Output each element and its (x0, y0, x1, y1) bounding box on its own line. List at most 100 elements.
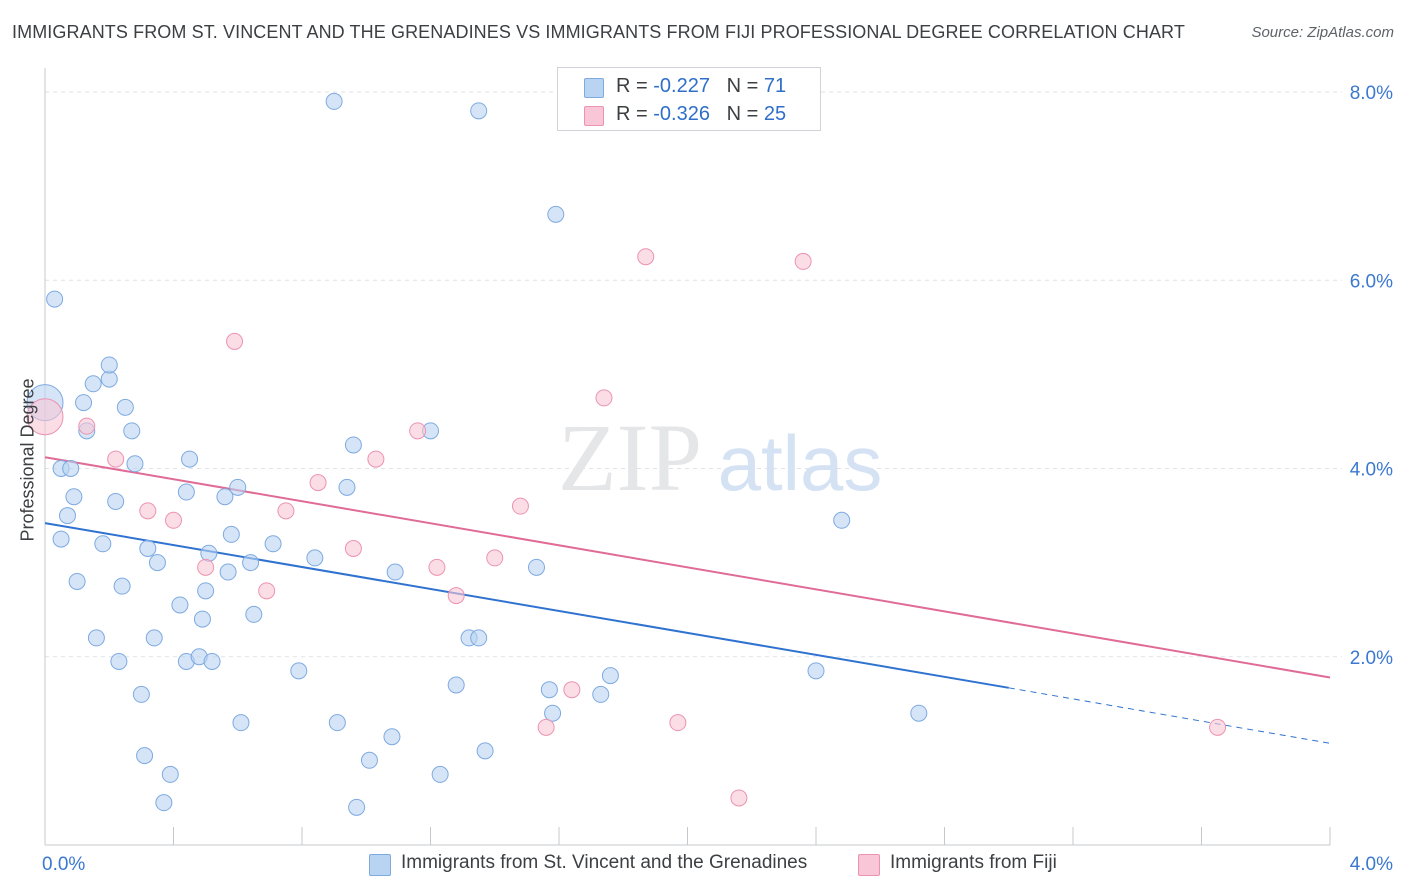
pink-point-9 (309, 474, 327, 492)
blue-point-50 (344, 436, 362, 454)
pink-point-21 (669, 714, 687, 732)
blue-point-3 (52, 530, 70, 548)
blue-point-1 (46, 290, 64, 308)
bottom-legend-label-blue: Immigrants from St. Vincent and the Gren… (401, 852, 808, 873)
pink-point-3 (139, 502, 157, 520)
pink-point-22 (730, 789, 748, 807)
bottom-legend-label-pink: Immigrants from Fiji (890, 852, 1057, 873)
legend-n-value: 25 (763, 103, 787, 125)
blue-point-14 (100, 356, 118, 374)
blue-point-27 (161, 765, 179, 783)
blue-point-49 (338, 478, 356, 496)
pink-point-6 (226, 332, 244, 350)
pink-point-20 (637, 248, 655, 266)
watermark-atlas: atlas (718, 419, 883, 507)
blue-point-63 (540, 681, 558, 699)
blue-point-38 (219, 563, 237, 581)
pink-point-5 (197, 558, 215, 576)
blue-point-26 (155, 794, 173, 812)
blue-point-69 (833, 511, 851, 529)
blue-point-31 (181, 450, 199, 468)
blue-point-18 (116, 398, 134, 416)
legend-r-label: R = (616, 103, 648, 125)
bottom-legend-swatch-pink (858, 854, 880, 876)
blue-point-22 (136, 747, 154, 765)
blue-point-5 (62, 460, 80, 477)
blue-point-62 (528, 558, 546, 576)
pink-point-15 (486, 549, 504, 567)
blue-point-43 (245, 605, 263, 623)
legend-swatch-blue (584, 78, 604, 98)
blue-point-40 (229, 478, 247, 496)
blue-point-37 (216, 488, 234, 506)
data-points (26, 92, 1227, 816)
blue-trend-extension (1008, 687, 1331, 744)
pink-point-16 (511, 497, 529, 515)
blue-point-39 (222, 525, 240, 543)
blue-point-65 (547, 205, 565, 223)
blue-point-56 (431, 765, 449, 783)
blue-point-16 (110, 652, 128, 670)
legend-row-pink: R = -0.326 N = 25 (558, 100, 820, 130)
pink-trend-line (44, 456, 1331, 679)
blue-point-8 (75, 394, 93, 412)
blue-point-54 (386, 563, 404, 581)
x-tick-label-0: 0.0% (42, 854, 85, 875)
legend-n-value: 71 (763, 75, 787, 97)
legend-r-value: -0.326 (653, 103, 710, 125)
pink-point-11 (367, 450, 385, 468)
blue-point-42 (242, 554, 260, 572)
blue-point-15 (107, 492, 125, 510)
pink-point-7 (258, 582, 276, 600)
blue-point-34 (197, 582, 215, 600)
blue-point-66 (592, 685, 610, 703)
legend-n-label: N = (726, 103, 759, 125)
legend-r-value: -0.227 (653, 75, 710, 97)
pink-point-8 (277, 502, 295, 520)
blue-point-59 (470, 629, 488, 647)
blue-point-33 (193, 610, 211, 628)
blue-point-28 (171, 596, 189, 614)
blue-point-60 (470, 102, 488, 120)
blue-point-46 (306, 549, 324, 567)
blue-point-20 (126, 455, 144, 473)
x-tick-label-1: 4.0% (1350, 854, 1393, 875)
blue-point-57 (447, 676, 465, 694)
blue-point-41 (232, 714, 250, 732)
blue-point-64 (544, 704, 562, 722)
blue-point-10 (84, 375, 102, 393)
watermark-zip: ZIP (558, 404, 702, 511)
blue-point-51 (348, 798, 366, 816)
blue-point-52 (360, 751, 378, 769)
pink-point-19 (595, 389, 613, 407)
blue-point-48 (328, 714, 346, 732)
pink-point-13 (428, 558, 446, 576)
y-axis-label: Professional Degree (17, 378, 38, 542)
tick-labels: 2.0% 4.0% 6.0% 8.0% 0.0% 4.0% (42, 83, 1393, 875)
blue-point-53 (383, 728, 401, 746)
pink-point-14 (447, 587, 465, 605)
blue-point-11 (87, 629, 105, 647)
blue-point-67 (601, 667, 619, 685)
blue-point-68 (807, 662, 825, 680)
legend-row-blue: R = -0.227 N = 71 (558, 72, 820, 102)
blue-point-23 (139, 540, 157, 558)
y-tick-label-2: 6.0% (1350, 271, 1393, 292)
axes (44, 68, 1331, 846)
pink-point-10 (344, 540, 362, 558)
blue-point-45 (290, 662, 308, 680)
blue-point-4 (58, 507, 76, 525)
blue-point-35 (200, 544, 218, 562)
blue-point-47 (325, 92, 343, 110)
blue-point-30 (177, 483, 195, 501)
pink-point-18 (563, 681, 581, 699)
pink-point-12 (409, 422, 427, 440)
blue-point-17 (113, 577, 131, 595)
y-tick-label-0: 2.0% (1350, 648, 1393, 669)
bottom-legend-swatch-blue (369, 854, 391, 876)
blue-point-70 (910, 704, 928, 722)
chart-title: IMMIGRANTS FROM ST. VINCENT AND THE GREN… (12, 22, 1185, 42)
pink-point-4 (165, 511, 182, 529)
watermark: ZIP atlas (558, 404, 882, 511)
